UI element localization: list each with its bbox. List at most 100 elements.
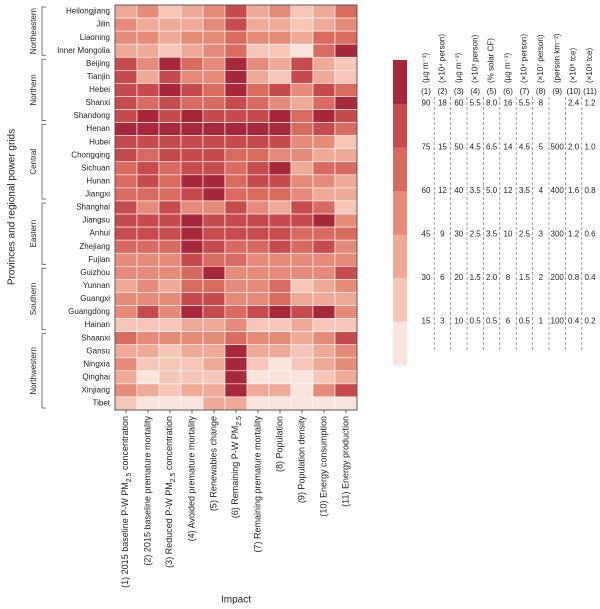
heatmap-cell — [114, 135, 138, 150]
heatmap-cell — [246, 265, 270, 280]
scale-tick-label: 10 — [504, 229, 513, 238]
scale-tick-label: 3.5 — [519, 186, 531, 195]
heatmap-cell — [334, 70, 358, 84]
heatmap-cell — [136, 396, 160, 411]
heatmap-cell — [334, 292, 358, 306]
label-part: 2.5 — [236, 416, 243, 426]
heatmap-cell — [136, 83, 160, 97]
label-part: (3) Reduced P-W PM — [164, 482, 174, 568]
heatmap-cell — [114, 43, 138, 58]
scale-tick-label: 9 — [440, 229, 445, 238]
scale-tick-label: 3.5 — [486, 229, 498, 238]
heatmap-cell — [268, 43, 292, 58]
label-part: 2.5 — [170, 472, 177, 482]
heatmap-cell — [224, 370, 248, 385]
heatmap-cell — [224, 265, 248, 280]
heatmap-cell — [268, 265, 292, 280]
heatmap-cell — [114, 56, 138, 71]
heatmap-cell — [246, 174, 270, 189]
heatmap-cell — [158, 83, 182, 97]
heatmap-cell — [246, 318, 270, 332]
heatmap-cell — [180, 279, 204, 293]
scale-tick-label: 90 — [422, 99, 431, 108]
heatmap-cell — [136, 318, 160, 332]
heatmap-cell — [312, 187, 336, 202]
heatmap-cell — [202, 148, 226, 163]
heatmap-cell — [158, 17, 182, 32]
heatmap-cell — [268, 174, 292, 189]
group-bracket — [41, 333, 46, 409]
scale-number: (2) — [438, 87, 448, 96]
heatmap-cell — [180, 174, 204, 189]
heatmap-cell — [312, 213, 336, 228]
heatmap-cell — [158, 148, 182, 163]
group-label: Northeastern — [29, 8, 38, 54]
heatmap-cell — [334, 174, 358, 189]
heatmap-cell — [334, 17, 358, 32]
heatmap-cell — [136, 187, 160, 202]
heatmap-cell — [136, 226, 160, 241]
heatmap-cell — [334, 43, 358, 58]
heatmap-cell — [180, 83, 204, 97]
heatmap-cell — [246, 331, 270, 345]
heatmap-cell — [158, 174, 182, 189]
heatmap-cell — [180, 344, 204, 359]
heatmap-cell — [224, 292, 248, 306]
heatmap-cell — [180, 17, 204, 32]
heatmap-cell — [136, 70, 160, 84]
heatmap-cell — [180, 252, 204, 267]
group-label: Central — [29, 149, 38, 175]
scale-unit: (×10⁸ tce) — [569, 47, 578, 83]
heatmap-cell — [180, 56, 204, 71]
heatmap-cell — [224, 4, 248, 19]
heatmap-cell — [246, 252, 270, 267]
heatmap-cell — [290, 383, 314, 398]
heatmap-cell — [224, 279, 248, 293]
heatmap-cell — [268, 344, 292, 359]
heatmap-cell — [290, 30, 314, 45]
heatmap-cell — [136, 161, 160, 176]
heatmap-cell — [136, 344, 160, 359]
heatmap-cell — [136, 265, 160, 280]
heatmap-cell — [334, 331, 358, 345]
heatmap-cell — [334, 4, 358, 19]
row-label: Yunnan — [83, 281, 110, 290]
scale-unit: (×10⁴ person) — [520, 34, 529, 83]
scale-tick-label: 1.6 — [568, 186, 580, 195]
scale-tick-label: 1.2 — [568, 229, 580, 238]
heatmap-cell — [268, 17, 292, 32]
scale-tick-label: 0.8 — [568, 273, 580, 282]
heatmap-cell — [246, 122, 270, 136]
scale-tick-label: 6 — [440, 273, 445, 282]
x-tick-label: (10) Energy consumption — [318, 416, 328, 517]
heatmap-cell — [312, 30, 336, 45]
heatmap-cell — [202, 135, 226, 150]
scale-unit: (×10⁴ person) — [438, 34, 447, 83]
scale-tick-label: 50 — [454, 142, 463, 151]
heatmap-cell — [246, 239, 270, 254]
heatmap-cell — [158, 96, 182, 110]
row-label: Fujian — [88, 255, 110, 264]
scale-tick-label: 60 — [422, 186, 431, 195]
heatmap-cell — [180, 383, 204, 398]
heatmap-cell — [224, 318, 248, 332]
heatmap-cell — [312, 56, 336, 71]
scale-number: (7) — [520, 87, 530, 96]
heatmap-cell — [114, 357, 138, 372]
heatmap-cell — [334, 239, 358, 254]
heatmap-cell — [224, 122, 248, 136]
heatmap-cell — [290, 357, 314, 372]
heatmap-cell — [312, 174, 336, 189]
row-label: Zhejiang — [79, 242, 110, 251]
heatmap-cell — [290, 344, 314, 359]
x-tick-label: (3) Reduced P-W PM2.5 concentration — [164, 416, 177, 568]
heatmap-cell — [158, 56, 182, 71]
heatmap-cell — [312, 109, 336, 123]
heatmap-cell — [224, 56, 248, 71]
heatmap-cell — [180, 187, 204, 202]
heatmap-cell — [246, 96, 270, 110]
group-label: Northern — [29, 74, 38, 105]
heatmap-cell — [136, 109, 160, 123]
scale-tick-label: 5 — [539, 142, 544, 151]
